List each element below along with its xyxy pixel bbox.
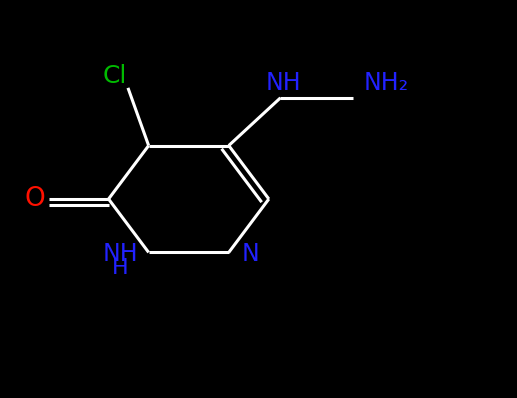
Text: N: N [241,242,260,266]
Text: NH: NH [102,242,138,266]
Text: H: H [112,258,129,277]
Text: NH₂: NH₂ [364,71,409,95]
Text: O: O [24,186,45,212]
Text: Cl: Cl [103,64,127,88]
Text: NH: NH [265,71,301,95]
